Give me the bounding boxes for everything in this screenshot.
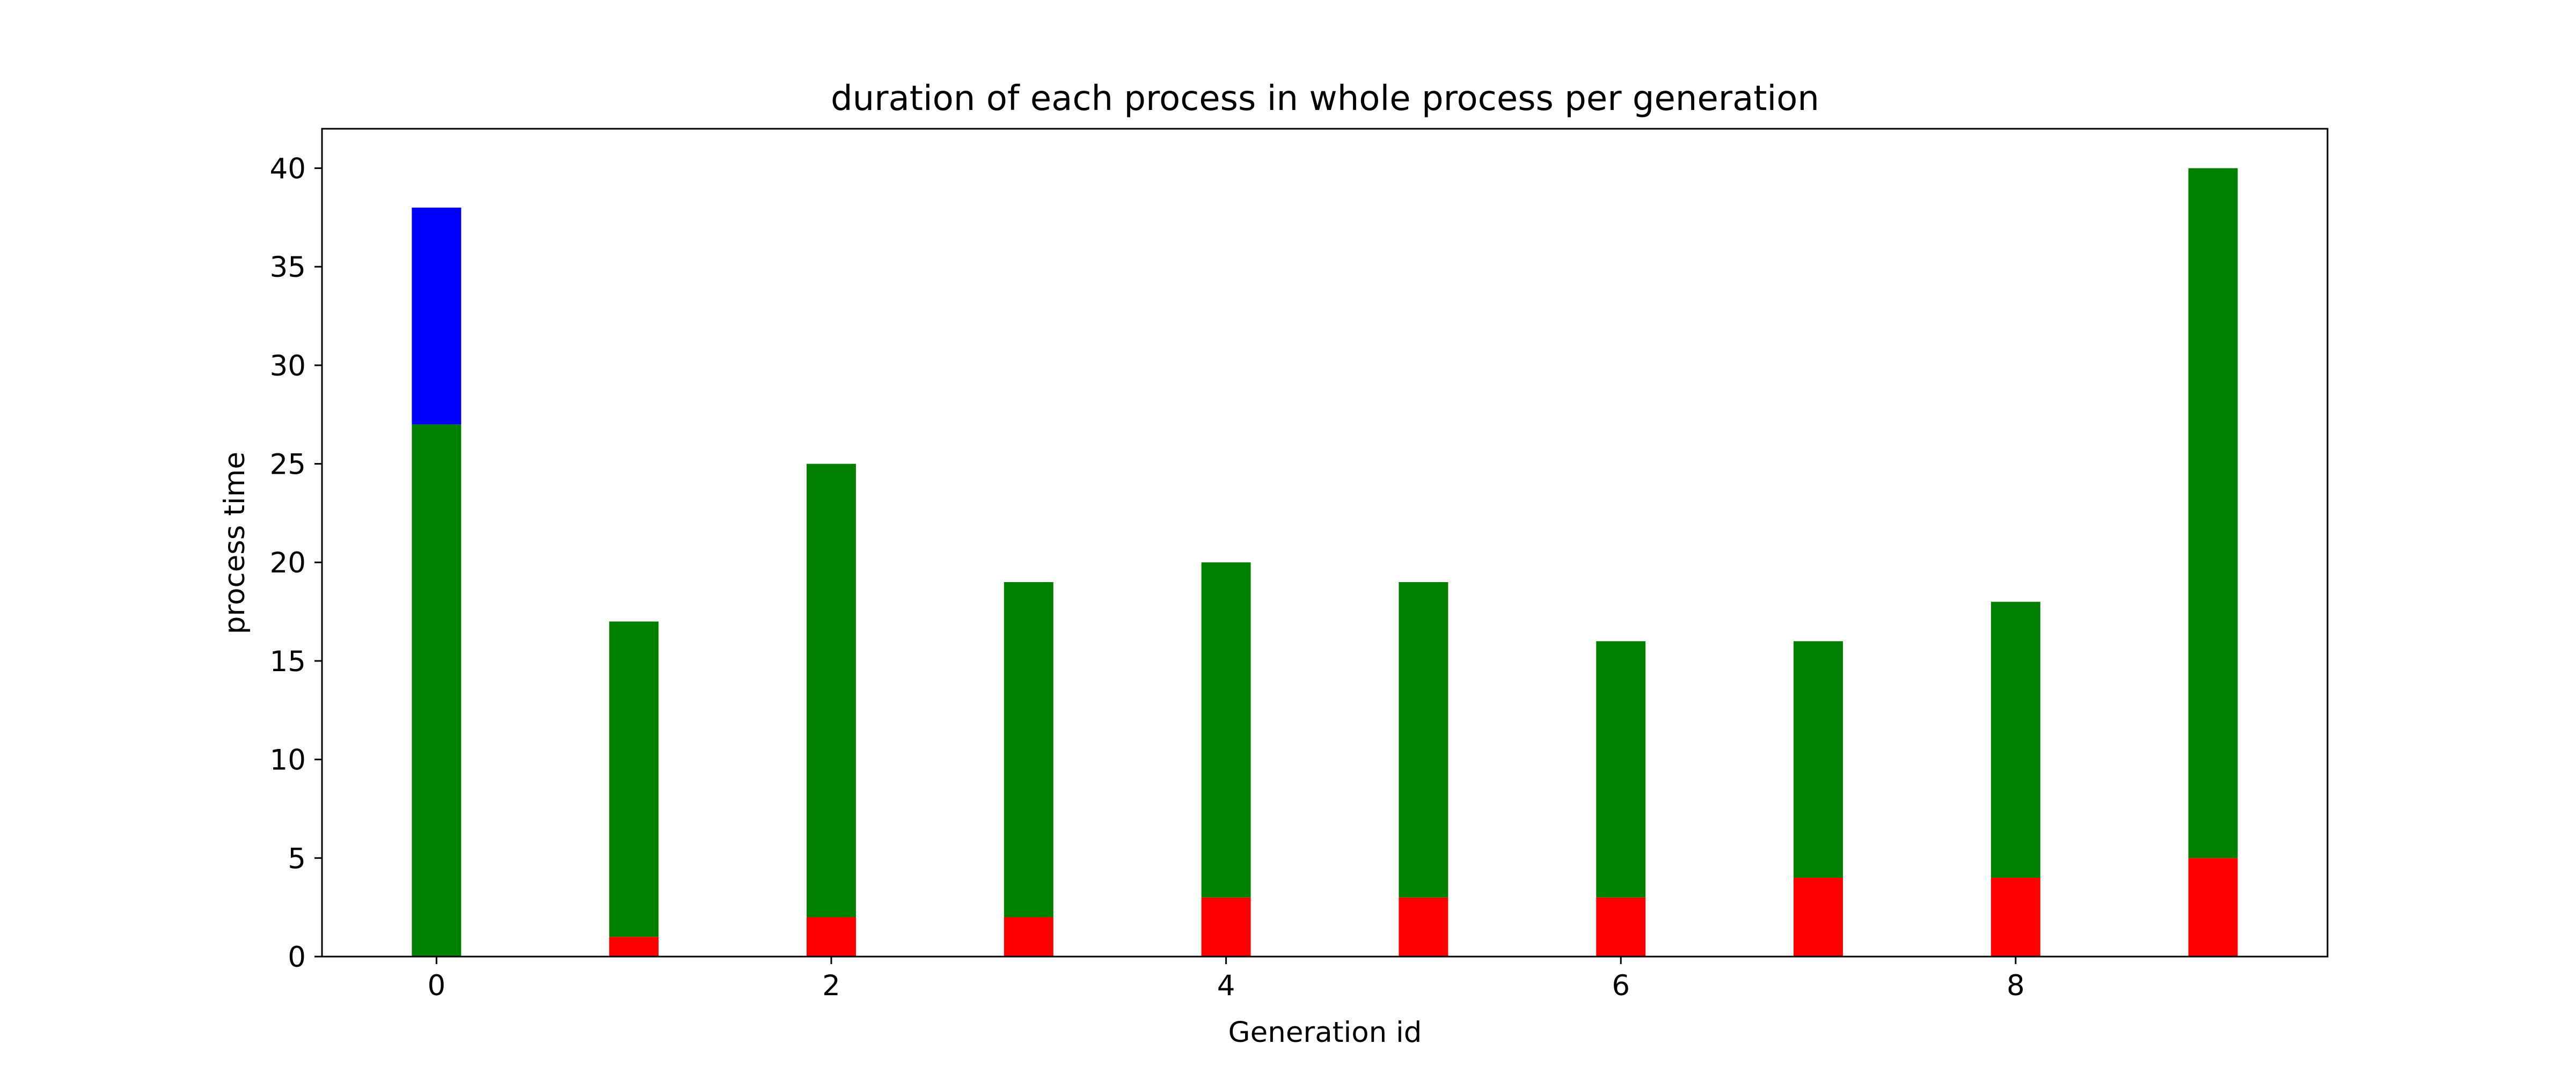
bar-gen-9-segment-1 bbox=[2188, 168, 2238, 858]
bar-gen-8-segment-0 bbox=[1990, 878, 2040, 957]
y-axis-label: process time bbox=[218, 452, 251, 634]
y-axis-ticks: 0 5 10 15 20 25 30 35 40 bbox=[270, 152, 322, 974]
bars bbox=[412, 168, 2238, 957]
x-tick-label: 0 bbox=[427, 969, 445, 1002]
chart-title: duration of each process in whole proces… bbox=[831, 79, 1819, 119]
bar-gen-2-segment-0 bbox=[806, 917, 856, 957]
y-tick-label: 35 bbox=[270, 251, 306, 284]
y-tick-label: 20 bbox=[270, 547, 306, 579]
plot-frame bbox=[321, 128, 2329, 958]
bar-gen-3-segment-1 bbox=[1004, 582, 1053, 917]
x-tick-label: 2 bbox=[822, 969, 840, 1002]
bar-gen-6-segment-1 bbox=[1596, 641, 1646, 898]
bar-gen-1-segment-1 bbox=[609, 621, 659, 937]
bar-gen-5-segment-0 bbox=[1399, 897, 1448, 957]
x-tick-label: 6 bbox=[1612, 969, 1630, 1002]
x-tick-label: 8 bbox=[2007, 969, 2025, 1002]
y-tick-label: 5 bbox=[288, 842, 306, 875]
bar-gen-9-segment-0 bbox=[2188, 858, 2238, 957]
y-tick-label: 30 bbox=[270, 350, 306, 383]
bar-gen-6-segment-0 bbox=[1596, 897, 1646, 957]
bar-gen-5-segment-1 bbox=[1399, 582, 1448, 898]
x-axis-label: Generation id bbox=[1228, 1016, 1422, 1049]
bar-gen-7-segment-1 bbox=[1794, 641, 1843, 878]
y-tick-label: 25 bbox=[270, 449, 306, 481]
bar-gen-0-segment-2 bbox=[412, 207, 462, 425]
bar-gen-0-segment-1 bbox=[412, 424, 462, 957]
x-axis-ticks: 0 2 4 6 8 bbox=[427, 957, 2025, 1002]
bar-gen-3-segment-0 bbox=[1004, 917, 1053, 957]
y-tick-label: 40 bbox=[270, 152, 306, 185]
bar-gen-4-segment-1 bbox=[1201, 562, 1251, 898]
bar-gen-4-segment-0 bbox=[1201, 897, 1251, 957]
y-tick-label: 15 bbox=[270, 645, 306, 678]
y-tick-label: 10 bbox=[270, 744, 306, 777]
bar-gen-8-segment-1 bbox=[1990, 601, 2040, 878]
y-tick-label: 0 bbox=[288, 941, 306, 974]
bar-gen-1-segment-0 bbox=[609, 937, 659, 957]
x-tick-label: 4 bbox=[1217, 969, 1235, 1002]
bar-gen-2-segment-1 bbox=[806, 464, 856, 917]
bar-gen-7-segment-0 bbox=[1794, 878, 1843, 957]
